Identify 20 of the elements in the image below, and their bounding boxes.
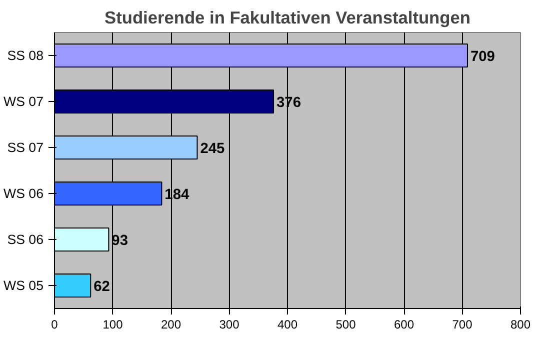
data-label: 93 [112, 233, 128, 249]
data-label: 62 [94, 279, 110, 295]
x-tick-label: 800 [510, 318, 531, 332]
x-tick-label: 100 [102, 318, 124, 332]
data-label: 245 [200, 141, 225, 157]
x-tick-label: 600 [394, 318, 414, 332]
x-tick-label: 500 [336, 318, 356, 332]
x-tick-label: 300 [219, 318, 240, 332]
x-tick-label: 700 [452, 318, 473, 332]
x-tick-label: 400 [277, 318, 298, 332]
chart-title: Studierende in Fakultativen Veranstaltungen [104, 8, 470, 28]
y-tick-label: WS 06 [4, 186, 44, 201]
y-tick-label: SS 06 [7, 232, 44, 247]
y-tick-label: WS 07 [4, 94, 44, 109]
data-label: 709 [470, 49, 495, 65]
y-tick-label: SS 08 [7, 48, 44, 63]
y-tick-label: SS 07 [7, 140, 44, 155]
x-tick-label: 0 [51, 318, 58, 332]
y-tick-label: WS 05 [4, 278, 44, 293]
x-tick-label: 200 [160, 318, 182, 332]
